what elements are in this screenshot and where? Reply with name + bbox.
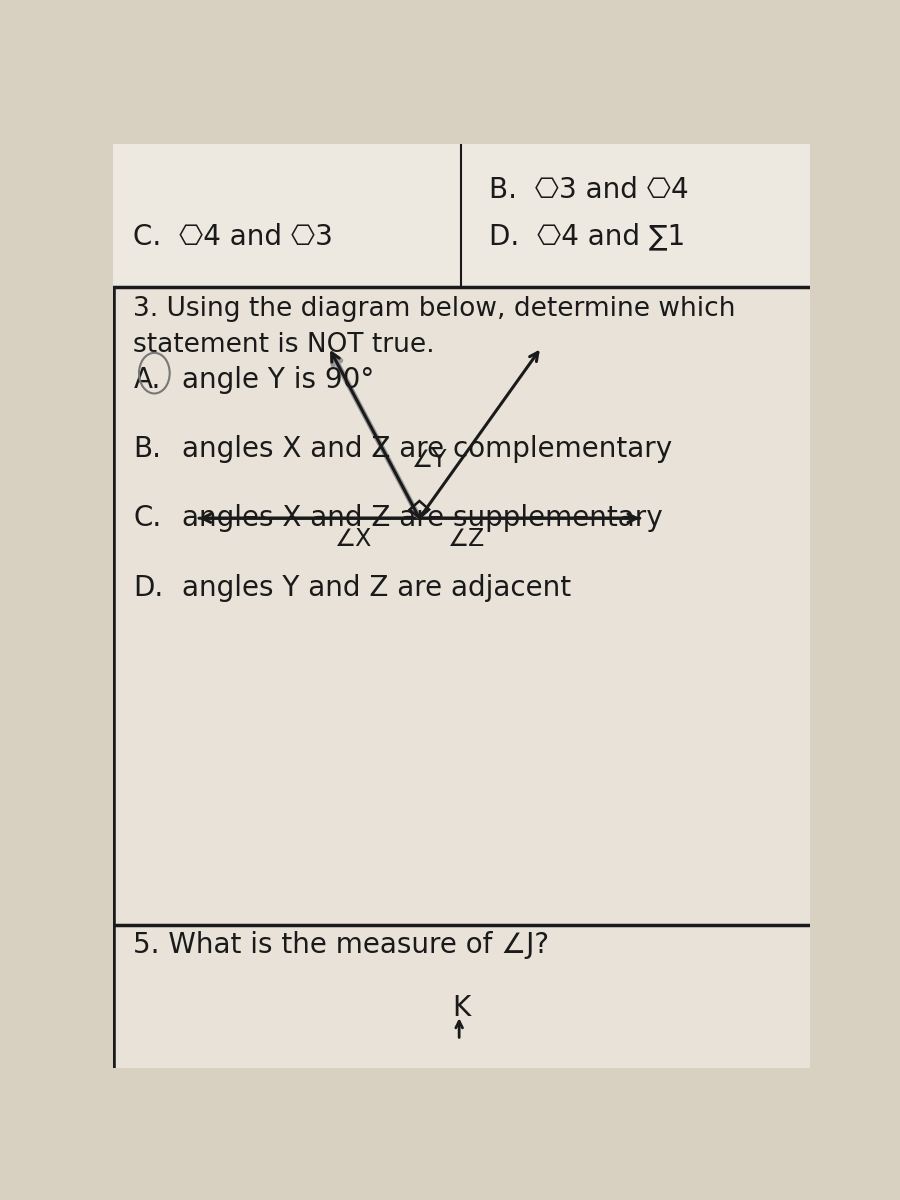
- Text: angles X and Z are complementary: angles X and Z are complementary: [182, 436, 672, 463]
- Text: D.: D.: [133, 574, 164, 601]
- Text: ∠Y: ∠Y: [412, 448, 447, 472]
- Bar: [112, 144, 810, 287]
- Text: C.: C.: [133, 504, 162, 533]
- Text: D.  ⎔4 and ∑1: D. ⎔4 and ∑1: [490, 222, 686, 251]
- Bar: [112, 287, 810, 925]
- Text: A.: A.: [133, 366, 161, 394]
- Text: ∠X: ∠X: [335, 527, 372, 551]
- Text: angle Y is 90°: angle Y is 90°: [182, 366, 374, 394]
- Text: K: K: [452, 994, 471, 1022]
- Text: C.  ⎔4 and ⎔3: C. ⎔4 and ⎔3: [133, 222, 333, 251]
- Bar: [112, 925, 810, 1068]
- Text: 5. What is the measure of ∠J?: 5. What is the measure of ∠J?: [133, 931, 550, 959]
- Text: B.  ⎔3 and ⎔4: B. ⎔3 and ⎔4: [490, 176, 688, 204]
- Text: ∠Z: ∠Z: [448, 527, 485, 551]
- Text: 3. Using the diagram below, determine which
statement is NOT true.: 3. Using the diagram below, determine wh…: [133, 296, 736, 359]
- Text: B.: B.: [133, 436, 161, 463]
- Text: angles X and Z are supplementary: angles X and Z are supplementary: [182, 504, 663, 533]
- Text: angles Y and Z are adjacent: angles Y and Z are adjacent: [182, 574, 572, 601]
